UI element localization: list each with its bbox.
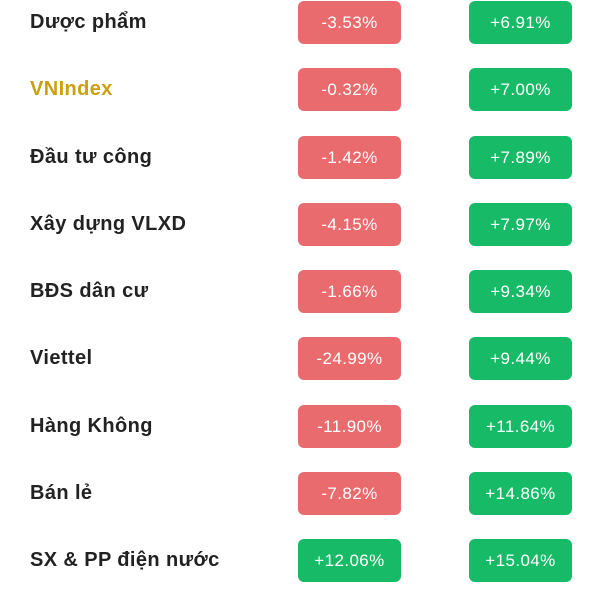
- sector-name: Hàng Không: [30, 414, 153, 437]
- sector-name: Bán lẻ: [30, 482, 93, 505]
- sector-name: VNIndex: [30, 78, 113, 101]
- change-badge-period-2: +14.86%: [469, 472, 572, 516]
- change-badge-period-2: +9.44%: [469, 337, 572, 381]
- list-item[interactable]: Viettel -24.99% +9.44%: [0, 325, 600, 392]
- change-badge-period-1: -7.82%: [298, 472, 401, 516]
- sector-name: Viettel: [30, 347, 93, 370]
- sector-name: BĐS dân cư: [30, 280, 149, 303]
- change-badge-period-2: +15.04%: [469, 539, 572, 583]
- change-badge-period-1: -3.53%: [298, 1, 401, 44]
- list-item[interactable]: Bán lẻ -7.82% +14.86%: [0, 460, 600, 527]
- change-badge-period-1: -11.90%: [298, 404, 401, 448]
- change-badge-period-1: -24.99%: [298, 337, 401, 381]
- sector-name: Đầu tư công: [30, 145, 153, 168]
- change-badge-period-2: +7.97%: [469, 202, 572, 246]
- list-item[interactable]: SX & PP điện nước +12.06% +15.04%: [0, 527, 600, 594]
- change-badge-period-1: +12.06%: [298, 539, 401, 583]
- sector-name: Xây dựng VLXD: [30, 212, 187, 235]
- change-badge-period-1: -1.42%: [298, 135, 401, 179]
- list-item[interactable]: Xây dựng VLXD -4.15% +7.97%: [0, 191, 600, 258]
- change-badge-period-1: -1.66%: [298, 270, 401, 314]
- change-badge-period-2: +9.34%: [469, 270, 572, 314]
- list-item[interactable]: BĐS dân cư -1.66% +9.34%: [0, 258, 600, 325]
- change-badge-period-2: +6.91%: [469, 1, 572, 44]
- sector-name: Dược phẩm: [30, 11, 147, 33]
- list-item[interactable]: Dược phẩm -3.53% +6.91%: [0, 0, 600, 56]
- change-badge-period-2: +7.89%: [469, 135, 572, 179]
- change-badge-period-2: +7.00%: [469, 68, 572, 112]
- sector-name: SX & PP điện nước: [30, 549, 220, 572]
- list-item[interactable]: Hàng Không -11.90% +11.64%: [0, 393, 600, 460]
- change-badge-period-2: +11.64%: [469, 404, 572, 448]
- change-badge-period-1: -4.15%: [298, 202, 401, 246]
- list-item[interactable]: Đầu tư công -1.42% +7.89%: [0, 124, 600, 191]
- list-item[interactable]: VNIndex -0.32% +7.00%: [0, 56, 600, 123]
- change-badge-period-1: -0.32%: [298, 68, 401, 112]
